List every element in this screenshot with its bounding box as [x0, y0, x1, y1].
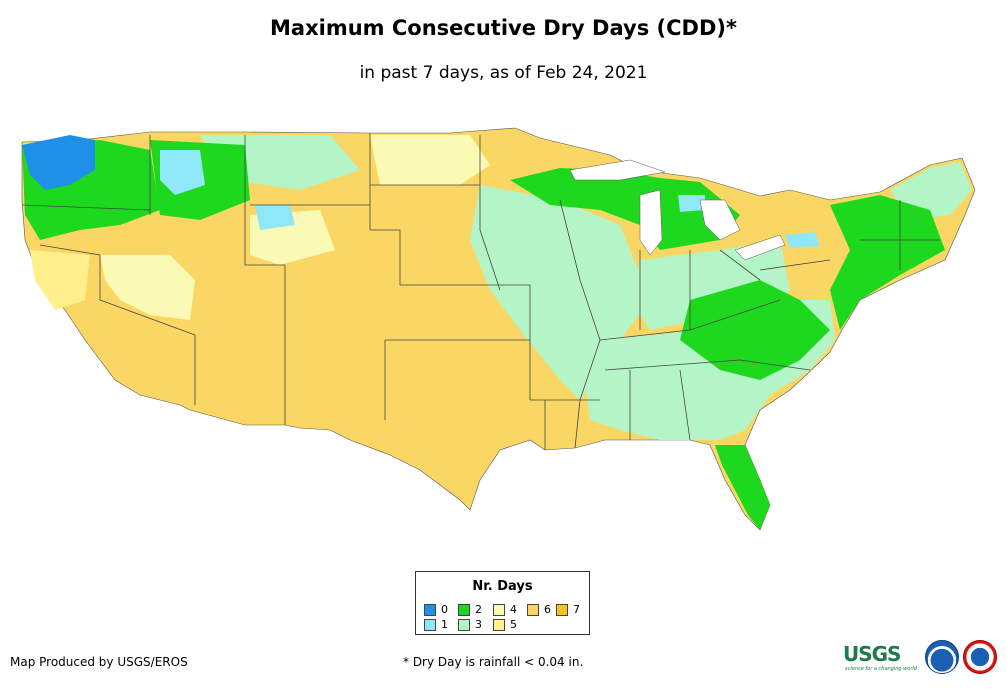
region-michigan-blue [678, 195, 705, 212]
legend-item-1: 1 [424, 618, 448, 631]
legend-swatch-7 [556, 603, 568, 616]
legend-label-0: 0 [441, 603, 448, 616]
legend-item-7: 7 [556, 603, 580, 616]
legend-swatch-1 [424, 618, 436, 631]
lake-huron [699, 199, 741, 241]
region-great-basin [100, 255, 195, 320]
legend-swatch-5 [493, 618, 505, 631]
legend-title: Nr. Days [472, 579, 533, 594]
legend-label-5: 5 [510, 618, 517, 631]
legend-swatch-3 [458, 618, 470, 631]
legend-swatch-4 [493, 603, 505, 616]
map-subtitle: in past 7 days, as of Feb 24, 2021 [359, 63, 648, 83]
legend-item-0: 0 [424, 603, 448, 616]
legend-item-5: 5 [493, 618, 517, 631]
lake-erie [734, 234, 786, 261]
lake-superior [569, 159, 666, 181]
nws-logo-icon [963, 640, 997, 674]
legend: Nr. Days 0 1 2 3 4 5 6 7 [415, 571, 590, 635]
producer-credit: Map Produced by USGS/EROS [10, 655, 188, 669]
usgs-logo: USGS [843, 642, 901, 666]
legend-label-4: 4 [510, 603, 517, 616]
usgs-tagline: science for a changing world [845, 666, 917, 672]
legend-label-3: 3 [475, 618, 482, 631]
region-wyoming-blue [255, 205, 295, 230]
legend-item-6: 6 [527, 603, 551, 616]
region-appalachia [680, 280, 830, 380]
region-montana-north [370, 135, 490, 185]
region-idaho-blue [160, 150, 205, 195]
map-title: Maximum Consecutive Dry Days (CDD)* [270, 16, 737, 40]
region-northeast [830, 195, 945, 330]
region-ny-blue [785, 232, 820, 248]
legend-label-6: 6 [544, 603, 551, 616]
legend-label-1: 1 [441, 618, 448, 631]
legend-label-2: 2 [475, 603, 482, 616]
state-borders [21, 133, 940, 450]
region-great-lakes [510, 168, 740, 250]
region-washington-blue [22, 135, 95, 190]
noaa-logo-icon [925, 640, 959, 674]
region-florida [715, 445, 770, 530]
legend-item-4: 4 [493, 603, 517, 616]
legend-swatch-2 [458, 603, 470, 616]
legend-item-2: 2 [458, 603, 482, 616]
region-california-north [30, 250, 90, 310]
legend-swatch-0 [424, 603, 436, 616]
legend-label-7: 7 [573, 603, 580, 616]
legend-item-3: 3 [458, 618, 482, 631]
lake-michigan [639, 189, 663, 256]
agency-logos: USGS science for a changing world [843, 638, 1001, 678]
dry-day-footnote: * Dry Day is rainfall < 0.04 in. [403, 655, 584, 669]
legend-swatch-6 [527, 603, 539, 616]
